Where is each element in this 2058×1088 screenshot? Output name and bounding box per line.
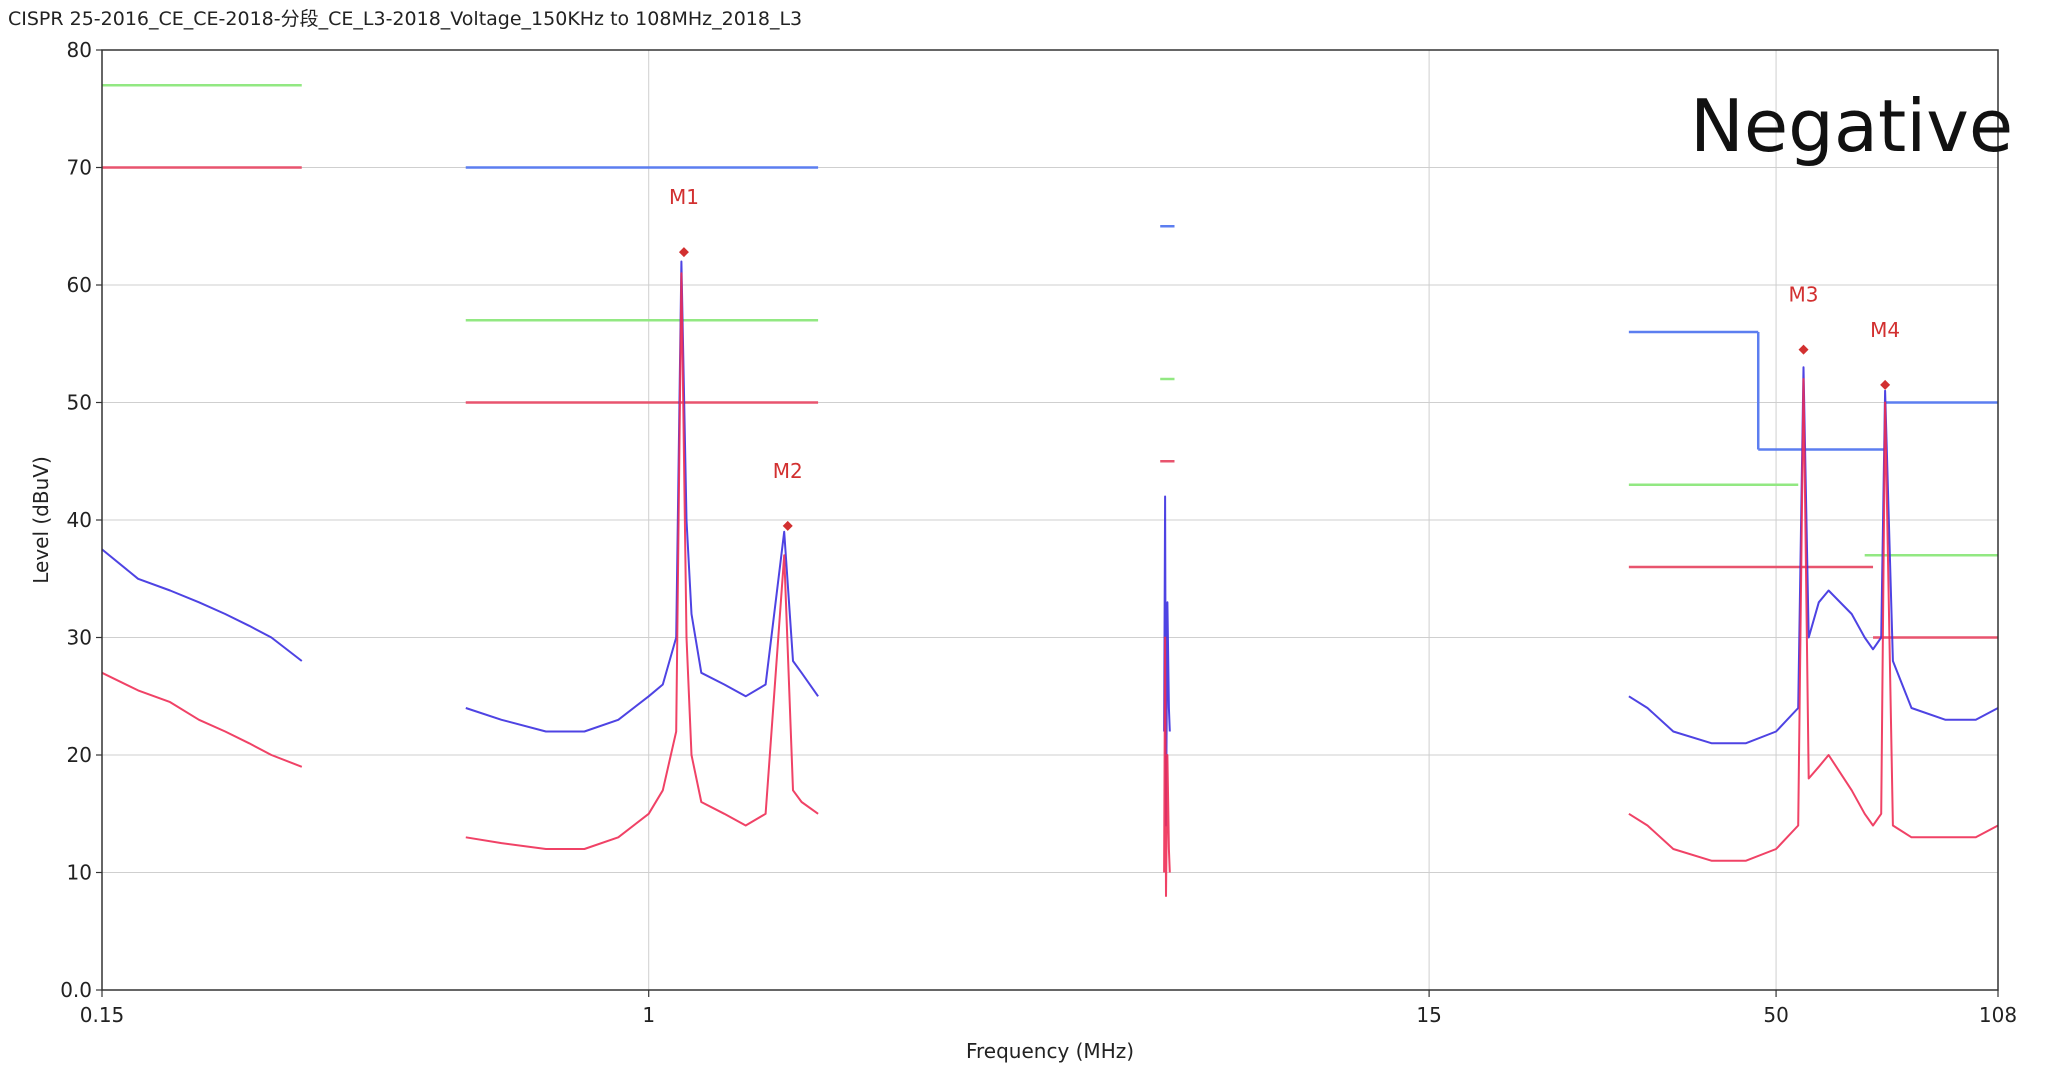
y-axis-ticks: 0.0 10 20 30 40 50 60 70 80 — [60, 38, 102, 1002]
y-tick-label: 80 — [67, 38, 92, 62]
y-tick-label: 10 — [67, 861, 92, 885]
average-trace — [1163, 636, 1171, 897]
marker-point — [782, 520, 793, 531]
average-trace — [1628, 378, 1999, 862]
negative-annotation: Negative — [1690, 84, 2014, 168]
y-axis-label: Level (dBuV) — [29, 456, 53, 584]
x-axis-label: Frequency (MHz) — [966, 1039, 1134, 1063]
chart-title: CISPR 25-2016_CE_CE-2018-分段_CE_L3-2018_V… — [8, 8, 803, 30]
peak-trace — [465, 260, 819, 733]
y-tick-label: 30 — [67, 626, 92, 650]
marker-label: M1 — [669, 185, 699, 209]
y-tick-label: 20 — [67, 743, 92, 767]
y-tick-label: 70 — [67, 156, 92, 180]
y-tick-label: 40 — [67, 508, 92, 532]
peak-trace — [1163, 495, 1171, 827]
marker-point — [1798, 344, 1809, 355]
y-tick-label: 0.0 — [60, 978, 92, 1002]
marker-point — [678, 247, 689, 258]
x-tick-label: 1 — [642, 1003, 655, 1027]
limit-lines — [102, 84, 1998, 639]
x-tick-label: 108 — [1979, 1003, 2017, 1027]
y-tick-label: 50 — [67, 391, 92, 415]
x-axis-ticks: 0.15 1 15 50 108 — [80, 990, 2017, 1027]
grid-lines — [101, 49, 1999, 991]
average-trace — [101, 671, 303, 768]
marker-label: M3 — [1789, 283, 1819, 307]
x-tick-label: 0.15 — [80, 1003, 125, 1027]
marker-points: M1 M2 M3 M4 — [669, 185, 1900, 531]
x-tick-label: 15 — [1416, 1003, 1441, 1027]
peak-trace — [101, 548, 303, 662]
x-tick-label: 50 — [1763, 1003, 1788, 1027]
y-tick-label: 60 — [67, 273, 92, 297]
measurement-traces — [101, 260, 1999, 897]
peak-trace — [1628, 366, 1999, 745]
marker-point — [1880, 379, 1891, 390]
marker-label: M2 — [773, 459, 803, 483]
marker-label: M4 — [1870, 318, 1900, 342]
average-trace — [465, 272, 819, 850]
